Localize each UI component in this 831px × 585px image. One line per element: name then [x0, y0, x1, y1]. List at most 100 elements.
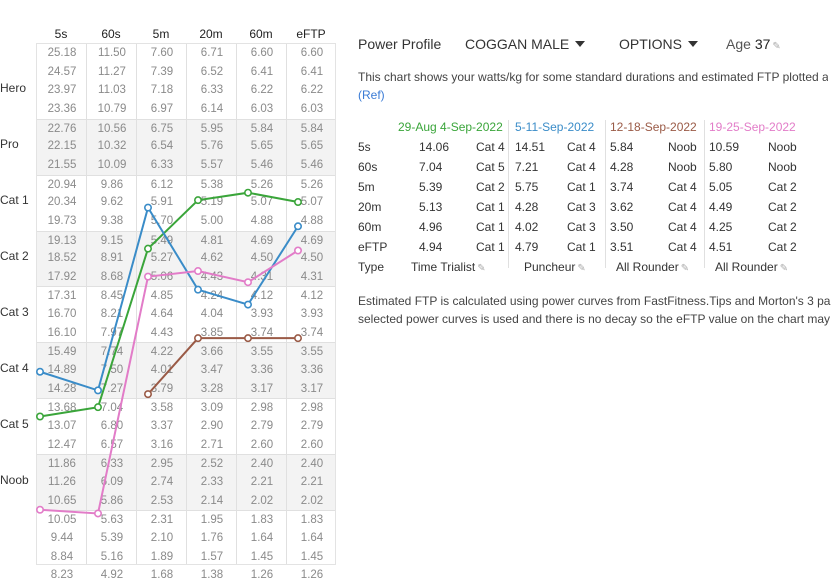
category-label-cat-5: Cat 5 — [0, 417, 29, 431]
category-label-noob: Noob — [0, 472, 29, 487]
table-cell: 4.85 — [150, 290, 174, 303]
summary-value: 4.25 — [709, 220, 733, 234]
table-cell: 5.27 — [150, 252, 174, 265]
summary-divider — [704, 120, 705, 268]
table-cell: 6.03 — [300, 102, 324, 115]
age-field[interactable]: Age 37 ✎ — [726, 36, 781, 52]
summary-value: 5.05 — [709, 180, 733, 194]
options-dropdown[interactable]: OPTIONS — [619, 36, 699, 52]
model-value: COGGAN MALE — [465, 36, 570, 52]
table-cell: 9.15 — [100, 234, 124, 247]
pencil-icon[interactable]: ✎ — [477, 263, 486, 274]
period-header: 29-Aug 4-Sep-2022 — [398, 120, 503, 134]
summary-category: Cat 4 — [476, 140, 505, 154]
table-cell: 12.47 — [47, 438, 77, 451]
category-label-hero: Hero — [0, 81, 27, 96]
pencil-icon[interactable]: ✎ — [772, 41, 781, 52]
table-cell: 25.18 — [47, 47, 77, 59]
model-dropdown[interactable]: COGGAN MALE — [465, 36, 586, 52]
summary-category: Cat 3 — [567, 200, 596, 214]
summary-category: Noob — [668, 160, 697, 174]
column-header-5s: 5s — [54, 27, 68, 41]
table-cell: 4.62 — [200, 252, 224, 265]
rider-type[interactable]: All Rounder ✎ — [616, 260, 690, 274]
pencil-icon[interactable]: ✎ — [779, 263, 789, 274]
table-cell: 7.27 — [100, 382, 124, 395]
table-cell: 9.44 — [50, 531, 74, 544]
table-cell: 10.65 — [47, 494, 77, 507]
summary-category: Cat 4 — [668, 180, 697, 194]
table-cell: 2.60 — [250, 438, 274, 451]
table-row: 23.36 10.79 6.97 6.14 6.03 6.03 — [37, 100, 335, 119]
table-cell: 5.07 — [250, 196, 274, 209]
table-cell: 2.40 — [250, 458, 274, 471]
table-cell: 5.07 — [300, 196, 324, 209]
table-cell: 2.14 — [200, 494, 224, 507]
summary-value: 3.51 — [610, 240, 634, 254]
summary-value: 3.74 — [610, 180, 634, 194]
summary-category: Cat 2 — [476, 180, 505, 194]
table-cell: 7.04 — [100, 402, 124, 415]
column-header-5m: 5m — [152, 27, 170, 41]
table-cell: 3.17 — [250, 382, 274, 395]
age-value: 37 — [754, 36, 771, 52]
table-cell: 6.41 — [300, 65, 324, 78]
table-cell: 8.23 — [50, 569, 74, 582]
table-cell: 8.84 — [50, 550, 74, 563]
summary-value: 5.39 — [419, 180, 443, 194]
table-cell: 5.95 — [200, 122, 224, 135]
table-cell: 5.00 — [200, 214, 224, 227]
caret-down-icon — [575, 41, 586, 47]
table-cell: 24.57 — [47, 65, 77, 78]
table-cell: 3.79 — [150, 382, 174, 395]
column-divider — [136, 44, 137, 564]
table-cell: 1.83 — [300, 514, 324, 527]
table-cell: 11.86 — [48, 458, 76, 471]
table-cell: 2.79 — [300, 420, 324, 432]
table-cell: 4.31 — [300, 270, 324, 283]
summary-category: Cat 4 — [668, 220, 697, 234]
pencil-icon[interactable]: ✎ — [680, 263, 690, 274]
table-cell: 8.45 — [100, 290, 124, 303]
description-text: This chart shows your watts/kg for some … — [358, 70, 828, 84]
table-cell: 9.62 — [100, 196, 124, 209]
table-cell: 3.55 — [300, 346, 324, 359]
ref-link[interactable]: (Ref) — [358, 88, 385, 102]
table-cell: 5.46 — [300, 158, 324, 171]
table-cell: 3.66 — [200, 346, 224, 359]
table-cell: 3.74 — [300, 326, 324, 339]
summary-row-label: 60s — [358, 160, 378, 174]
rider-type[interactable]: All Rounder ✎ — [715, 260, 789, 274]
table-cell: 1.89 — [150, 550, 174, 563]
rider-type[interactable]: Time Trialist ✎ — [411, 260, 486, 274]
table-cell: 2.74 — [150, 475, 174, 488]
table-cell: 10.56 — [97, 122, 127, 135]
table-cell: 3.36 — [250, 364, 274, 377]
table-cell: 10.32 — [97, 140, 127, 153]
summary-value: 4.79 — [515, 240, 539, 254]
table-cell: 6.09 — [100, 475, 124, 488]
summary-value: 4.28 — [515, 200, 539, 214]
table-cell: 6.22 — [250, 84, 274, 97]
table-cell: 6.33 — [100, 458, 124, 471]
table-cell: 6.60 — [300, 47, 324, 59]
table-cell: 4.01 — [150, 364, 174, 377]
table-cell: 23.97 — [47, 84, 77, 97]
summary-category: Cat 2 — [768, 180, 797, 194]
table-cell: 2.33 — [200, 475, 224, 488]
column-header-20m: 20m — [199, 27, 223, 41]
table-cell: 7.39 — [150, 65, 174, 78]
table-cell: 2.52 — [200, 458, 224, 471]
table-cell: 6.75 — [150, 122, 174, 135]
footer-line-2: selected power curves is used and there … — [358, 312, 831, 326]
category-label-cat-1: Cat 1 — [0, 193, 29, 208]
caret-down-icon — [688, 41, 699, 47]
table-cell: 5.63 — [100, 514, 124, 527]
pencil-icon[interactable]: ✎ — [577, 263, 586, 274]
table-cell: 1.64 — [300, 531, 324, 544]
summary-category: Cat 1 — [476, 220, 505, 234]
table-cell: 4.81 — [200, 234, 224, 247]
table-cell: 3.47 — [200, 364, 224, 377]
category-label-cat-2: Cat 2 — [0, 249, 29, 264]
rider-type[interactable]: Puncheur ✎ — [524, 260, 586, 274]
